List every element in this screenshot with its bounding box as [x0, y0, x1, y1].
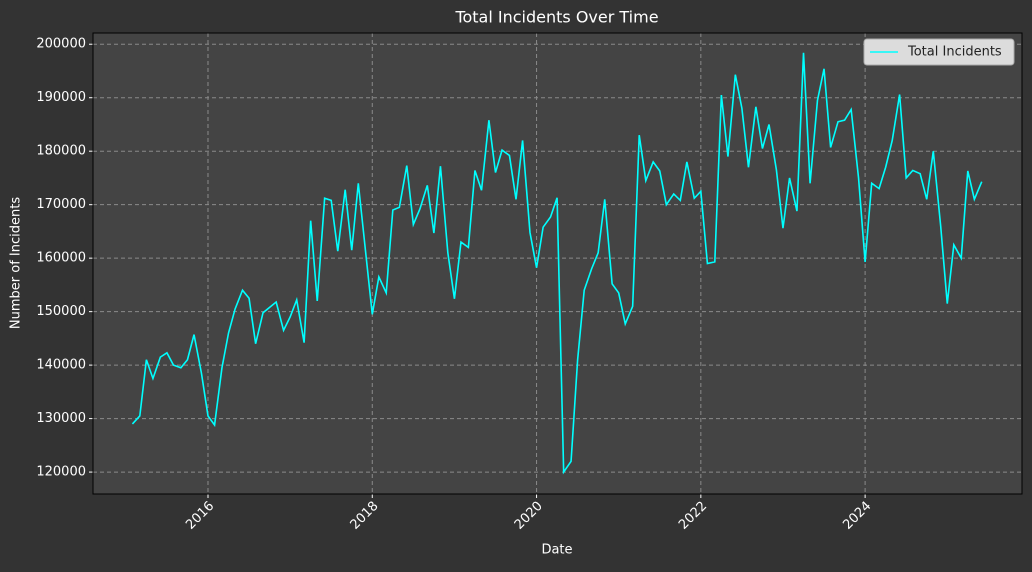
legend-label: Total Incidents — [907, 45, 1002, 60]
y-tick-label: 150000 — [36, 304, 86, 319]
y-tick-label: 130000 — [36, 411, 86, 426]
y-tick-label: 200000 — [36, 37, 86, 52]
y-tick-label: 180000 — [36, 144, 86, 159]
y-tick-label: 160000 — [36, 251, 86, 266]
legend: Total Incidents — [863, 38, 1015, 66]
axes-frame — [92, 32, 1023, 495]
y-axis-label: Number of Incidents — [9, 197, 24, 329]
legend-box — [863, 38, 1015, 66]
line — [131, 52, 983, 475]
y-tick-label: 190000 — [36, 90, 86, 105]
y-tick-label: 170000 — [36, 197, 86, 212]
chart-title: Total Incidents Over Time — [454, 8, 658, 27]
plot-area — [93, 33, 1022, 494]
y-tick-label: 120000 — [36, 465, 86, 480]
x-axis-label: Date — [541, 543, 572, 558]
y-tick-label: 140000 — [36, 358, 86, 373]
